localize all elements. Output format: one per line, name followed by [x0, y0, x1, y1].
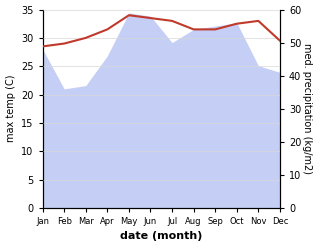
Y-axis label: max temp (C): max temp (C) — [5, 75, 16, 143]
X-axis label: date (month): date (month) — [120, 231, 203, 242]
Y-axis label: med. precipitation (kg/m2): med. precipitation (kg/m2) — [302, 43, 313, 174]
